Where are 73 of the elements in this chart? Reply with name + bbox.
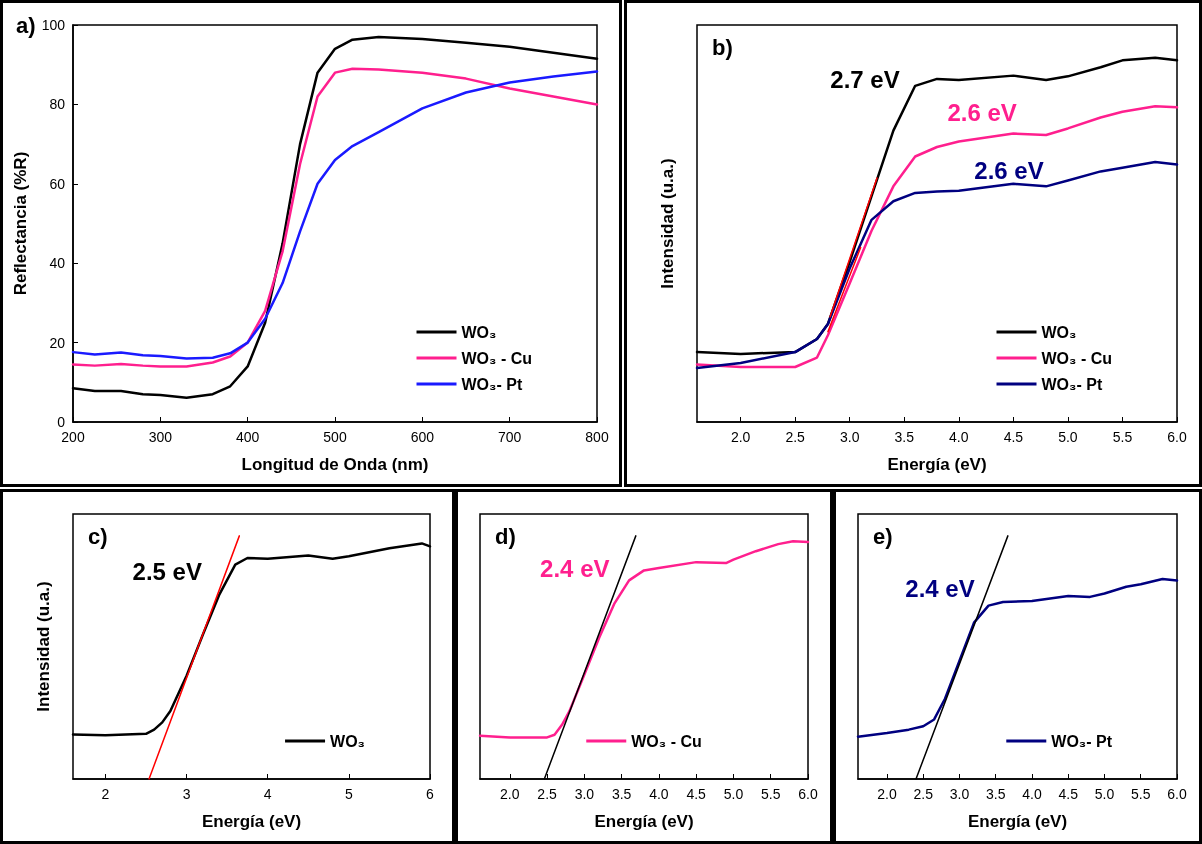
x-tick-label: 5.5	[1131, 786, 1151, 802]
y-tick-label: 80	[49, 96, 66, 113]
x-tick-label: 3.0	[949, 786, 970, 802]
x-tick-label: 6	[426, 786, 435, 802]
x-tick-label: 5.0	[1058, 429, 1078, 445]
x-tick-label: 3.5	[894, 429, 915, 445]
x-tick-label: 4.0	[649, 786, 669, 802]
x-tick-label: 300	[148, 429, 173, 445]
legend-label: WO₃	[461, 323, 497, 341]
legend-label: WO₃- Pt	[1051, 732, 1113, 750]
x-axis-title: Energía (eV)	[967, 812, 1068, 831]
legend-label: WO₃- Pt	[1041, 375, 1103, 393]
legend-label: WO₃ - Cu	[631, 732, 702, 750]
x-axis-title: Energía (eV)	[887, 455, 987, 474]
x-tick-label: 5.0	[723, 786, 744, 802]
y-axis-title: Intensidad (u.a.)	[657, 158, 677, 289]
x-tick-label: 4.0	[949, 429, 969, 445]
x-tick-label: 2.5	[785, 429, 806, 445]
y-tick-label: 40	[49, 255, 66, 272]
x-tick-label: 5	[344, 786, 353, 802]
x-tick-label: 600	[410, 429, 435, 445]
x-tick-label: 6.0	[1167, 429, 1187, 445]
x-tick-label: 2.0	[877, 786, 897, 802]
x-tick-label: 4.5	[686, 786, 707, 802]
chart-title: a)	[16, 12, 36, 38]
chart-title: c)	[88, 523, 108, 549]
x-tick-label: 500	[323, 429, 347, 445]
x-axis-title: Longitud de Onda (nm)	[241, 455, 429, 474]
annotation: 2.5 eV	[132, 558, 202, 586]
y-axis-title: Reflectancia (%R)	[11, 151, 30, 296]
annotation: 2.4 eV	[540, 555, 610, 583]
y-tick-label: 0	[57, 414, 66, 430]
y-axis-title: Intensidad (u.a.)	[33, 581, 53, 712]
x-tick-label: 2.0	[500, 786, 520, 802]
x-tick-label: 2	[101, 786, 110, 802]
x-tick-label: 5.5	[1112, 429, 1133, 445]
legend-label: WO₃- Pt	[461, 375, 523, 393]
x-tick-label: 200	[61, 429, 85, 445]
x-tick-label: 800	[585, 429, 609, 445]
x-tick-label: 3.0	[839, 429, 860, 445]
chart-title: e)	[873, 523, 893, 549]
x-axis-title: Energía (eV)	[201, 812, 302, 831]
x-tick-label: 5.0	[1094, 786, 1115, 802]
x-tick-label: 5.5	[760, 786, 781, 802]
x-tick-label: 3.5	[611, 786, 632, 802]
x-axis-title: Energía (eV)	[594, 812, 694, 831]
legend-label: WO₃	[330, 732, 366, 750]
x-tick-label: 6.0	[798, 786, 818, 802]
x-tick-label: 3.0	[574, 786, 595, 802]
annotation: 2.4 eV	[905, 574, 975, 602]
x-tick-label: 400	[235, 429, 260, 445]
x-tick-label: 4.5	[1003, 429, 1024, 445]
legend-label: WO₃ - Cu	[1041, 349, 1113, 367]
x-tick-label: 2.5	[913, 786, 934, 802]
y-tick-label: 60	[49, 175, 66, 192]
legend-label: WO₃	[1041, 323, 1077, 341]
x-tick-label: 4.5	[1058, 786, 1079, 802]
x-tick-label: 3	[182, 786, 191, 802]
y-tick-label: 20	[49, 334, 66, 351]
y-tick-label: 100	[41, 17, 66, 33]
x-tick-label: 700	[497, 429, 522, 445]
legend-label: WO₃ - Cu	[461, 349, 533, 367]
x-tick-label: 4.0	[1022, 786, 1042, 802]
x-tick-label: 2.5	[537, 786, 558, 802]
chart-title: d)	[495, 523, 516, 549]
x-tick-label: 6.0	[1167, 786, 1187, 802]
annotation: 2.7 eV	[830, 66, 900, 94]
annotation: 2.6 eV	[947, 98, 1017, 126]
x-tick-label: 4	[263, 786, 272, 802]
chart-title: b)	[712, 34, 733, 60]
x-tick-label: 2.0	[730, 429, 751, 445]
annotation: 2.6 eV	[974, 157, 1044, 185]
x-tick-label: 3.5	[986, 786, 1006, 802]
